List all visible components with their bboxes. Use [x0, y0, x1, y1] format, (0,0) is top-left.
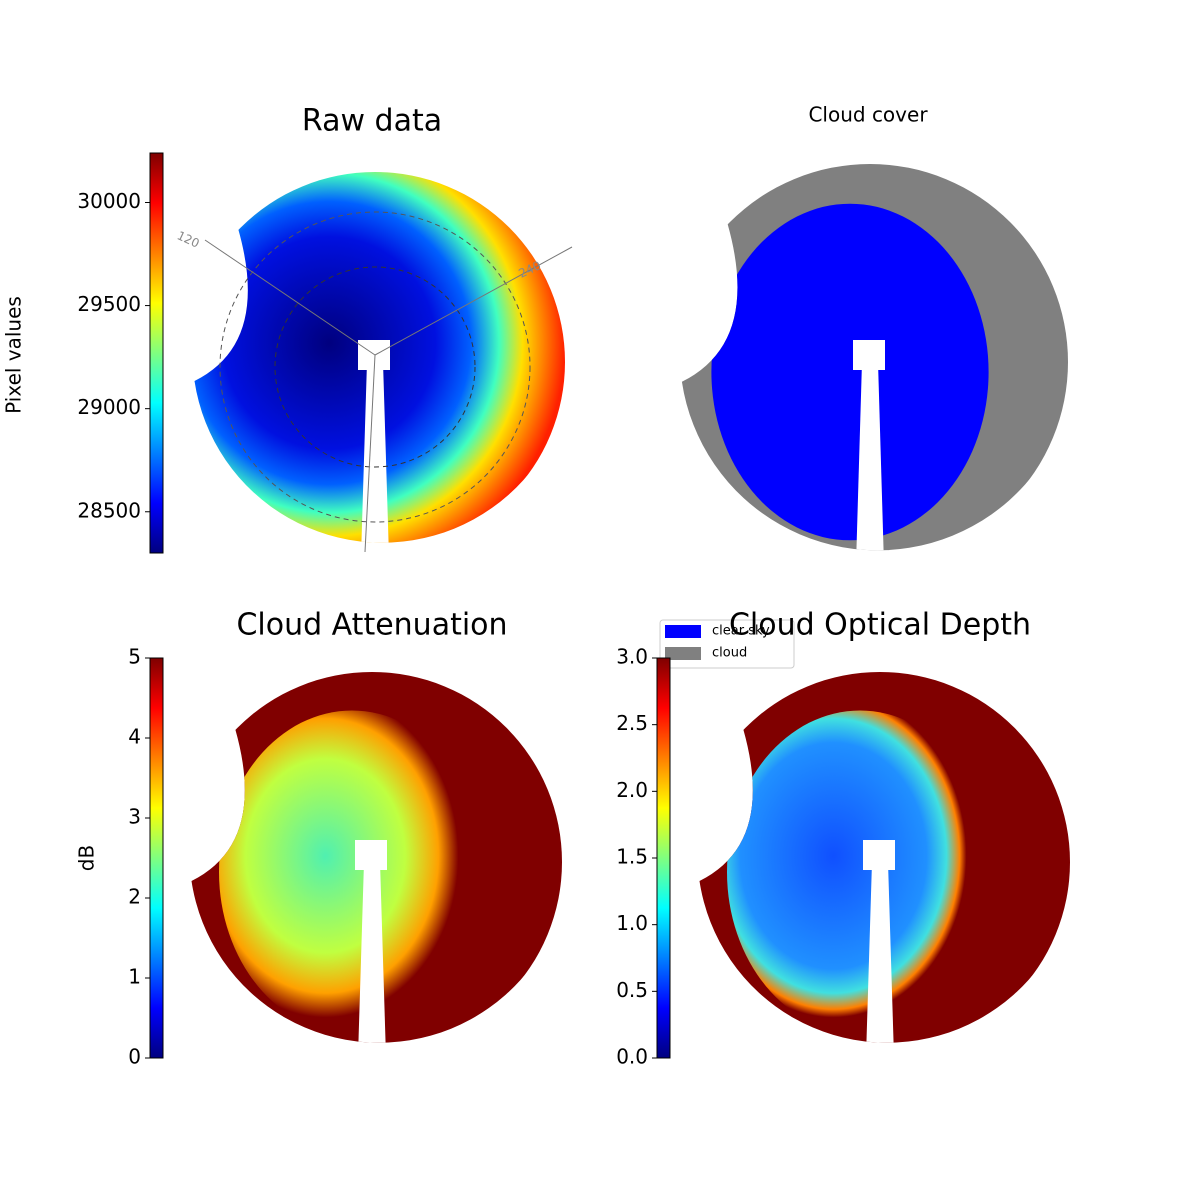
- sky-image: [699, 672, 1070, 1043]
- sky-region: [219, 710, 485, 1034]
- mast-box: [853, 340, 885, 370]
- colorbar-tick-label: 1.5: [616, 845, 648, 869]
- sky-image: [191, 672, 562, 1043]
- colorbar: [149, 657, 164, 1059]
- colorbar-tick-label: 5: [128, 645, 141, 669]
- polar-label: 120: [175, 228, 202, 250]
- polar-line: [374, 246, 573, 356]
- panel-title: Raw data: [302, 104, 442, 139]
- colorbar-tick-label: 3: [128, 805, 141, 829]
- colorbar: [656, 657, 671, 1059]
- panel-title: Cloud Attenuation: [236, 608, 507, 643]
- colorbar-tick-label: 0: [128, 1045, 141, 1069]
- colorbar-tick-label: 4: [128, 725, 141, 749]
- legend-swatch: [665, 647, 701, 660]
- mast-wedge: [866, 862, 894, 1043]
- legend-label: clear sky: [712, 624, 770, 639]
- colorbar-tick-label: 1: [128, 965, 141, 989]
- mast-wedge: [358, 862, 386, 1043]
- legend-label: cloud: [712, 646, 747, 661]
- colorbar-tick-label: 0.0: [616, 1045, 648, 1069]
- sky-image: [681, 164, 1068, 551]
- colorbar-tick-label: 2.5: [616, 711, 648, 735]
- legend-swatch: [665, 625, 701, 638]
- colorbar-tick-label: 2: [128, 885, 141, 909]
- sky-region: [711, 203, 989, 541]
- polar-line: [364, 354, 376, 553]
- mast-wedge: [361, 362, 389, 543]
- polar-grid: [274, 266, 476, 468]
- panel-title: Cloud Optical Depth: [729, 608, 1031, 643]
- polar-line: [204, 239, 376, 356]
- colorbar-tick-label: 2.0: [616, 778, 648, 802]
- colorbar: [149, 152, 164, 554]
- mast-box: [863, 840, 895, 870]
- panel-title: Cloud cover: [808, 103, 928, 127]
- colorbar-label: Pixel values: [2, 296, 26, 414]
- mast-wedge: [856, 362, 884, 551]
- colorbar-tick-label: 29000: [77, 395, 141, 419]
- mast-box: [355, 840, 387, 870]
- image-body: [699, 672, 1070, 1043]
- colorbar-tick-label: 30000: [77, 189, 141, 213]
- sky-region: [727, 710, 993, 1034]
- colorbar-tick-label: 3.0: [616, 645, 648, 669]
- legend: clear sky cloud: [659, 619, 795, 669]
- colorbar-label: dB: [75, 845, 99, 871]
- colorbar-tick-label: 28500: [77, 498, 141, 522]
- image-body: [681, 164, 1068, 551]
- colorbar-tick-label: 0.5: [616, 978, 648, 1002]
- colorbar-tick-label: 29500: [77, 292, 141, 316]
- colorbar-tick-label: 1.0: [616, 911, 648, 935]
- polar-grid: [219, 211, 531, 523]
- image-body: [191, 672, 562, 1043]
